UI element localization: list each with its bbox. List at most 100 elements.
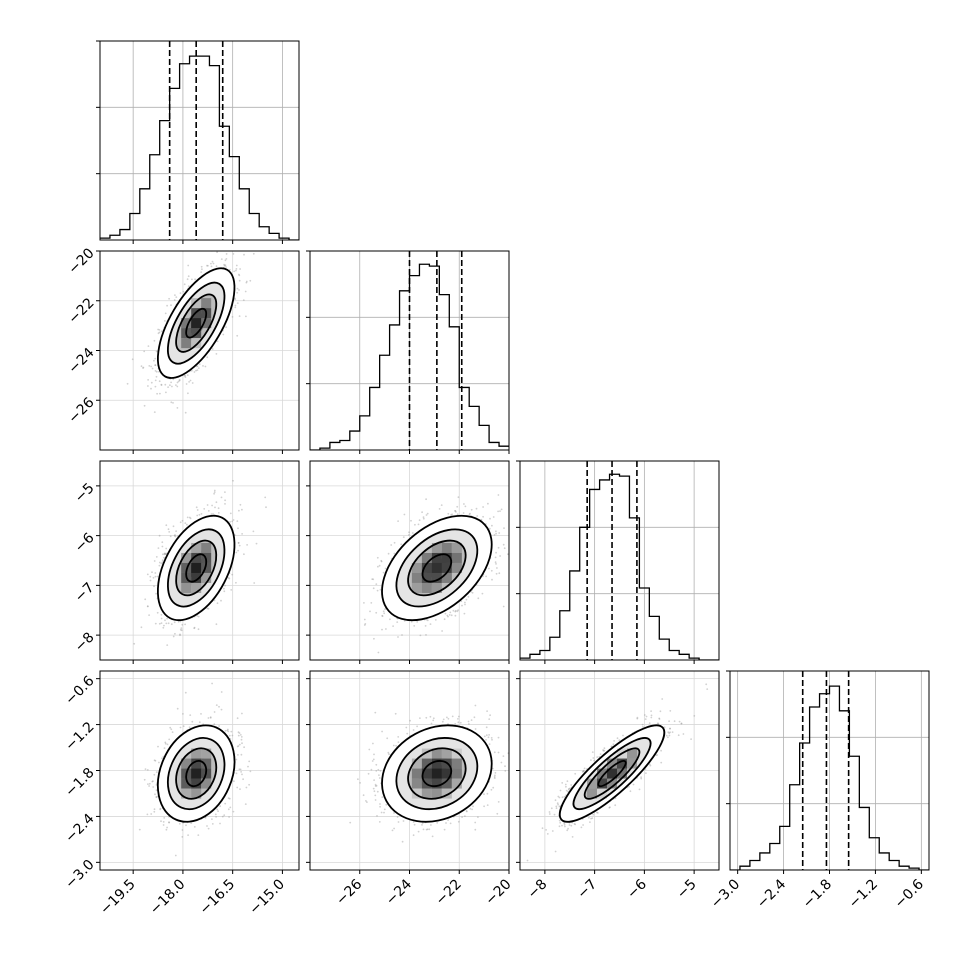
sample-point xyxy=(155,370,158,373)
sample-point xyxy=(240,771,243,773)
sample-point xyxy=(174,632,176,635)
contour-line-2 xyxy=(175,293,218,353)
sample-point xyxy=(238,279,241,282)
sample-point xyxy=(175,384,177,386)
sample-point xyxy=(482,515,484,518)
density-cell xyxy=(441,562,452,573)
sample-point xyxy=(371,578,374,580)
sample-point xyxy=(147,379,150,381)
density-cell xyxy=(191,298,202,309)
sample-point xyxy=(163,624,165,627)
sample-point xyxy=(209,716,212,718)
sample-point xyxy=(481,592,484,595)
sample-point xyxy=(228,577,231,580)
density-cell xyxy=(191,318,202,329)
sample-point xyxy=(156,392,159,395)
sample-point xyxy=(163,553,166,556)
sample-point xyxy=(456,513,459,516)
sample-point xyxy=(224,503,226,505)
sample-point xyxy=(154,370,157,372)
sample-point xyxy=(465,598,468,601)
sample-point xyxy=(243,253,245,256)
sample-point xyxy=(231,316,234,318)
density-cell xyxy=(191,338,202,349)
sample-point xyxy=(454,614,457,617)
panel-0-0 xyxy=(96,40,300,244)
sample-point xyxy=(197,615,200,618)
sample-point xyxy=(234,297,236,300)
sample-point xyxy=(193,371,196,373)
sample-point xyxy=(237,542,240,544)
sample-point xyxy=(158,380,161,383)
sample-point xyxy=(150,365,153,368)
sample-point xyxy=(494,556,497,559)
sample-point xyxy=(174,294,176,296)
contour-line-0 xyxy=(156,514,236,622)
density-cell xyxy=(451,552,462,563)
sample-point xyxy=(160,613,163,616)
sample-point xyxy=(223,587,225,590)
sample-point xyxy=(153,339,156,342)
density-cell xyxy=(431,552,442,563)
sample-point xyxy=(219,805,222,808)
sample-point xyxy=(156,611,159,614)
sample-point xyxy=(450,614,453,617)
sample-point xyxy=(195,506,198,509)
sample-point xyxy=(224,259,227,262)
sample-point xyxy=(144,598,147,601)
sample-point xyxy=(166,644,169,646)
contour-line-2 xyxy=(407,539,467,597)
sample-point xyxy=(169,384,171,387)
sample-point xyxy=(213,711,216,713)
sample-point xyxy=(184,376,187,378)
sample-point xyxy=(499,510,501,512)
sample-point xyxy=(227,797,230,800)
sample-point xyxy=(469,512,471,515)
sample-point xyxy=(160,622,163,624)
sample-point xyxy=(223,264,226,267)
density-cell xyxy=(181,338,192,349)
sample-point xyxy=(161,545,164,548)
sample-point xyxy=(210,265,213,268)
y-tick-label: −5 xyxy=(72,480,98,506)
density-cell xyxy=(421,552,432,563)
sample-point xyxy=(181,623,184,626)
sample-point xyxy=(489,517,491,520)
sample-point xyxy=(160,383,163,386)
sample-point xyxy=(235,268,238,270)
sample-point xyxy=(162,824,165,826)
sample-point xyxy=(235,269,237,272)
sample-point xyxy=(207,607,210,610)
sample-point xyxy=(213,491,216,493)
sample-point xyxy=(491,578,493,581)
density-cell xyxy=(441,552,452,563)
panel-2-0: −8−7−6−5 xyxy=(72,460,300,664)
sample-point xyxy=(160,562,163,565)
sample-point xyxy=(229,512,232,515)
sample-point xyxy=(495,530,497,533)
sample-point xyxy=(493,534,496,536)
sample-point xyxy=(196,615,199,617)
sample-point xyxy=(454,610,457,613)
y-tick-label: −20 xyxy=(65,245,97,277)
sample-point xyxy=(235,581,237,584)
density-cell xyxy=(431,562,442,573)
sample-point xyxy=(186,278,189,281)
sample-point xyxy=(238,289,240,291)
sample-point xyxy=(500,508,503,511)
sample-point xyxy=(217,507,220,510)
sample-point xyxy=(425,634,427,636)
sample-point xyxy=(212,262,215,265)
sample-point xyxy=(461,604,463,607)
sample-point xyxy=(216,602,219,605)
sample-point xyxy=(206,264,208,267)
sample-point xyxy=(140,365,143,368)
sample-point xyxy=(202,365,204,367)
sample-point xyxy=(252,530,255,533)
sample-point xyxy=(153,585,155,588)
sample-point xyxy=(215,623,218,626)
sample-point xyxy=(470,508,473,511)
sample-point xyxy=(239,768,242,771)
sample-point xyxy=(456,610,459,613)
sample-point xyxy=(210,513,213,515)
